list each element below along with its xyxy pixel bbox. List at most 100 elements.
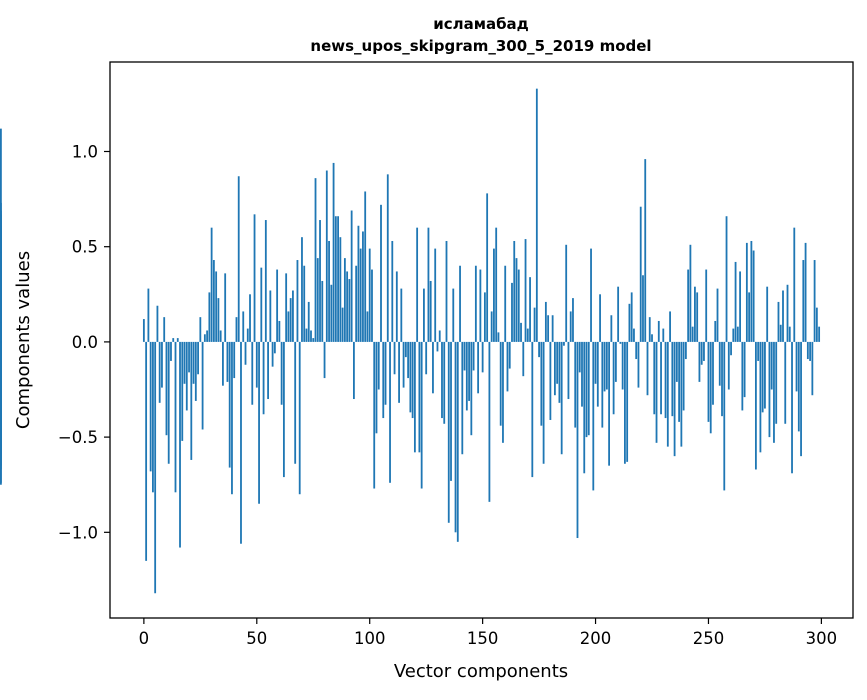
bar-219 (637, 341, 640, 388)
y-tick-label: −1.0 (58, 523, 98, 542)
bar-91 (348, 279, 351, 342)
bar-210 (617, 286, 620, 342)
bar-256 (721, 341, 723, 417)
bar-173 (533, 307, 536, 342)
x-tick-label: 0 (139, 629, 150, 648)
bar-9 (163, 317, 166, 342)
bar-211 (619, 341, 622, 344)
bar-218 (635, 341, 638, 360)
bar-279 (773, 341, 775, 443)
bar-253 (714, 320, 717, 342)
bar-251 (709, 341, 712, 434)
bar-46 (246, 328, 249, 342)
bar-404 (0, 341, 2, 483)
bar-163 (511, 282, 513, 342)
bar-233 (669, 311, 671, 342)
bar-174 (535, 88, 538, 342)
bar-102 (373, 341, 376, 489)
bar-117 (407, 341, 410, 379)
bar-275 (764, 341, 766, 409)
bar-223 (646, 341, 649, 396)
bar-39 (231, 341, 233, 495)
bar-147 (474, 265, 477, 342)
bar-152 (486, 193, 489, 342)
bar-116 (404, 341, 407, 358)
bar-408 (0, 341, 2, 367)
bar-278 (770, 341, 773, 390)
bar-202 (599, 294, 601, 342)
bar-217 (633, 328, 635, 342)
bar-185 (560, 341, 563, 455)
bar-155 (493, 248, 495, 342)
bar-129 (434, 248, 437, 342)
bar-135 (447, 341, 450, 523)
bar-153 (488, 341, 491, 502)
bar-79 (321, 280, 324, 342)
bar-57 (271, 341, 274, 367)
bar-193 (578, 341, 581, 373)
bar-59 (276, 269, 279, 342)
bar-156 (495, 227, 498, 342)
bar-47 (249, 294, 251, 342)
bar-201 (596, 341, 599, 407)
bar-248 (703, 341, 705, 361)
x-tick-label: 300 (806, 629, 838, 648)
bar-238 (680, 341, 683, 447)
bar-5 (154, 341, 157, 594)
bar-89 (343, 258, 346, 342)
bar-269 (750, 240, 753, 342)
bar-133 (443, 341, 446, 424)
bar-85 (334, 216, 337, 342)
bar-52 (260, 267, 263, 342)
bar-138 (454, 341, 457, 533)
bar-270 (752, 250, 755, 342)
bar-229 (660, 341, 662, 415)
bar-6 (156, 305, 159, 342)
bar-115 (402, 341, 405, 388)
bar-405 (0, 322, 2, 342)
bar-288 (793, 227, 796, 342)
bar-204 (603, 341, 606, 392)
x-tick-label: 100 (354, 629, 386, 648)
bar-54 (264, 220, 267, 342)
plot-frame (109, 61, 854, 619)
bar-78 (319, 220, 321, 342)
bar-262 (734, 261, 737, 342)
bar-267 (745, 242, 748, 342)
bar-160 (504, 265, 507, 342)
bar-56 (269, 290, 272, 342)
bar-291 (800, 341, 802, 457)
bar-166 (517, 269, 520, 342)
bar-154 (490, 311, 493, 342)
bar-142 (463, 341, 466, 371)
bar-221 (642, 275, 644, 342)
bar-290 (797, 341, 800, 432)
bar-161 (506, 341, 509, 392)
bar-272 (757, 341, 760, 361)
bar-180 (549, 341, 552, 420)
bar-277 (768, 341, 771, 438)
bar-123 (420, 341, 423, 489)
bar-259 (727, 341, 730, 390)
bar-297 (813, 260, 816, 342)
bar-239 (682, 341, 685, 411)
bar-263 (736, 326, 739, 342)
bar-119 (411, 341, 414, 419)
bar-65 (289, 298, 292, 342)
bar-1 (145, 341, 148, 561)
bar-151 (483, 292, 486, 342)
bar-120 (413, 341, 416, 453)
bar-13 (172, 338, 175, 342)
bar-189 (569, 311, 572, 342)
bar-28 (206, 330, 209, 342)
bar-24 (197, 341, 199, 375)
bar-230 (662, 328, 665, 342)
bar-92 (350, 210, 353, 342)
bar-205 (605, 341, 608, 390)
bar-284 (784, 341, 787, 424)
bar-145 (470, 341, 473, 436)
bar-298 (815, 307, 818, 342)
bar-71 (303, 265, 306, 342)
bar-141 (461, 341, 464, 455)
